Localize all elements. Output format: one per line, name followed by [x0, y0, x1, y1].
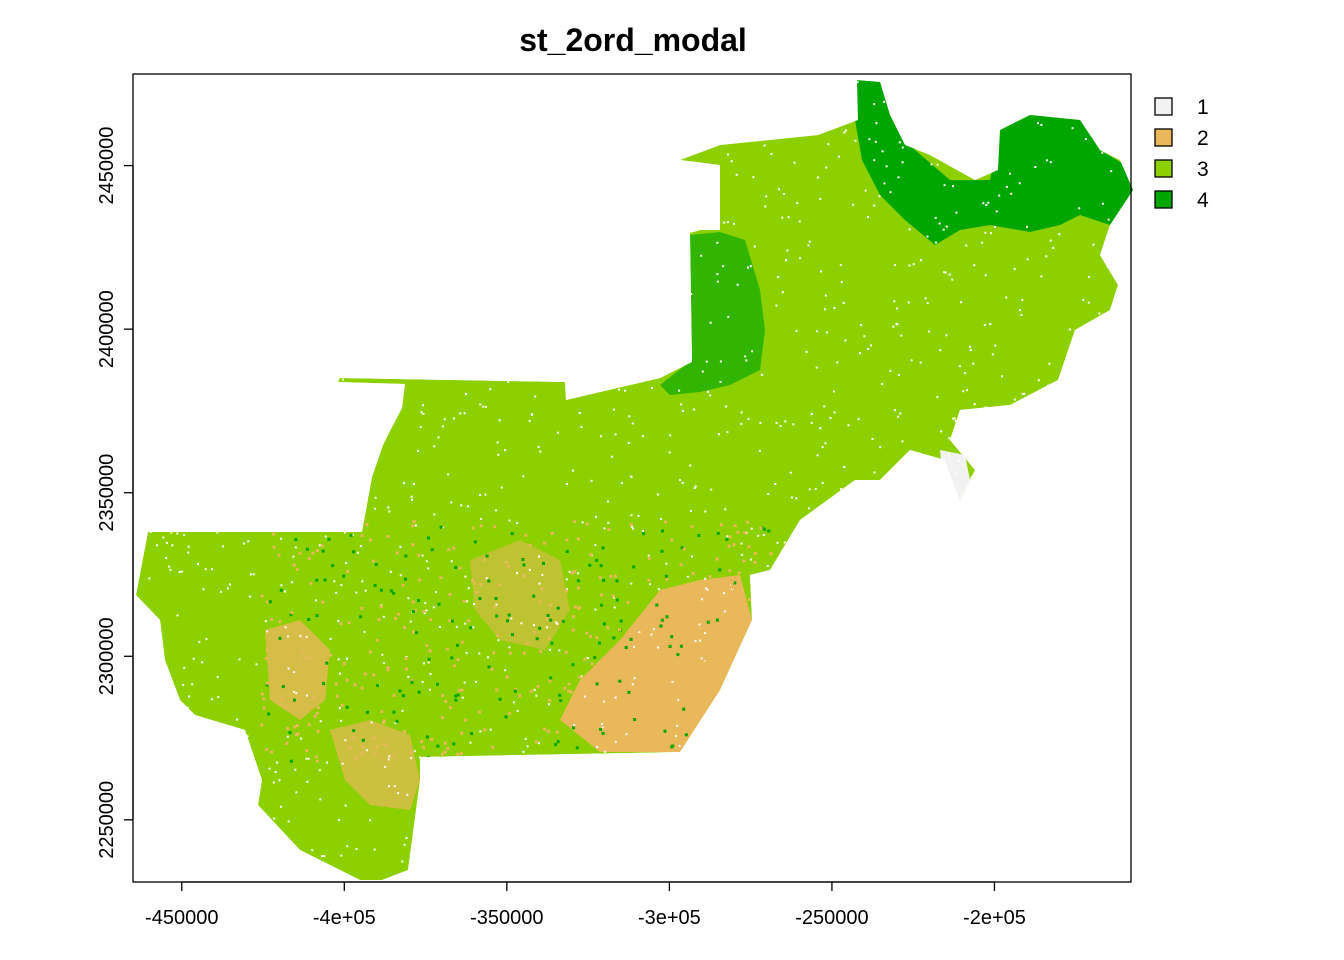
- map-title: st_2ord_modal: [519, 22, 747, 58]
- class-4-west-block: [660, 232, 765, 395]
- legend-label-1: 1: [1197, 96, 1209, 119]
- y-tick-label: 2400000: [96, 290, 118, 368]
- y-axis: 2250000 2300000 2350000 2400000 2450000: [96, 127, 134, 859]
- class-2-southwest: [265, 620, 330, 720]
- x-tick-label: -250000: [795, 907, 868, 929]
- legend-label-4: 4: [1197, 189, 1209, 212]
- x-tick-label: -4e+05: [313, 907, 376, 929]
- legend-swatch-2: [1154, 128, 1173, 147]
- y-tick-label: 2450000: [96, 127, 118, 205]
- land-cover-raster: [136, 80, 1133, 880]
- y-tick-label: 2350000: [96, 454, 118, 532]
- legend: 1 2 3 4: [1154, 96, 1209, 212]
- legend-swatch-3: [1154, 159, 1173, 178]
- legend-label-2: 2: [1197, 127, 1209, 150]
- class-1-patch: [940, 450, 970, 500]
- legend-swatch-4: [1154, 190, 1173, 209]
- y-tick-label: 2300000: [96, 617, 118, 695]
- class-2-southeast: [560, 575, 752, 752]
- legend-label-3: 3: [1197, 158, 1209, 181]
- y-tick-label: 2250000: [96, 781, 118, 859]
- legend-swatch-1: [1154, 97, 1173, 116]
- x-tick-label: -3e+05: [638, 907, 701, 929]
- x-tick-label: -350000: [470, 907, 543, 929]
- x-axis: -450000 -4e+05 -350000 -3e+05 -250000 -2e+05: [145, 881, 1026, 929]
- class-2-south: [330, 720, 420, 810]
- class-2-central: [470, 540, 570, 650]
- class-3-base: [136, 80, 1133, 880]
- x-tick-label: -2e+05: [963, 907, 1026, 929]
- x-tick-label: -450000: [145, 907, 218, 929]
